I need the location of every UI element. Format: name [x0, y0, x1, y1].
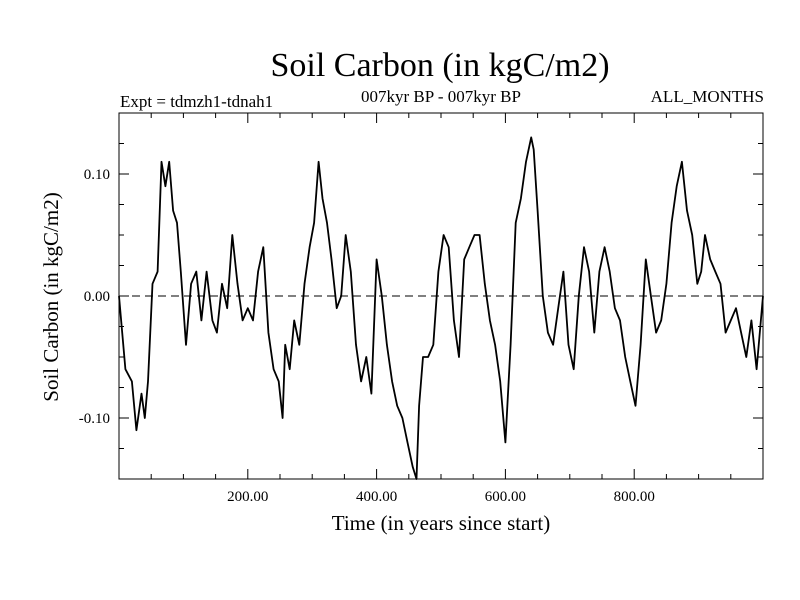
axis-tick-labels: 200.00 400.00 600.00 800.00 -0.10 0.00 0.10	[79, 167, 655, 505]
y-tick-label: 0.10	[84, 167, 110, 183]
chart-subtitle-left: Expt = tdmzh1-tdnah1	[120, 92, 273, 111]
chart-title: Soil Carbon (in kgC/m2)	[270, 47, 609, 84]
series-line-soil-carbon	[118, 136, 764, 480]
x-tick-label: 800.00	[614, 489, 655, 505]
chart-subtitle-right: ALL_MONTHS	[651, 87, 764, 106]
y-axis-label: Soil Carbon (in kgC/m2)	[39, 192, 63, 401]
x-tick-label: 400.00	[356, 489, 397, 505]
axis-ticks	[119, 113, 763, 479]
y-tick-label: 0.00	[84, 289, 110, 305]
y-tick-label: -0.10	[79, 411, 110, 427]
x-tick-label: 600.00	[485, 489, 526, 505]
chart-subtitle-center: 007kyr BP - 007kyr BP	[361, 87, 521, 106]
x-axis-label: Time (in years since start)	[332, 511, 551, 535]
x-tick-label: 200.00	[227, 489, 268, 505]
